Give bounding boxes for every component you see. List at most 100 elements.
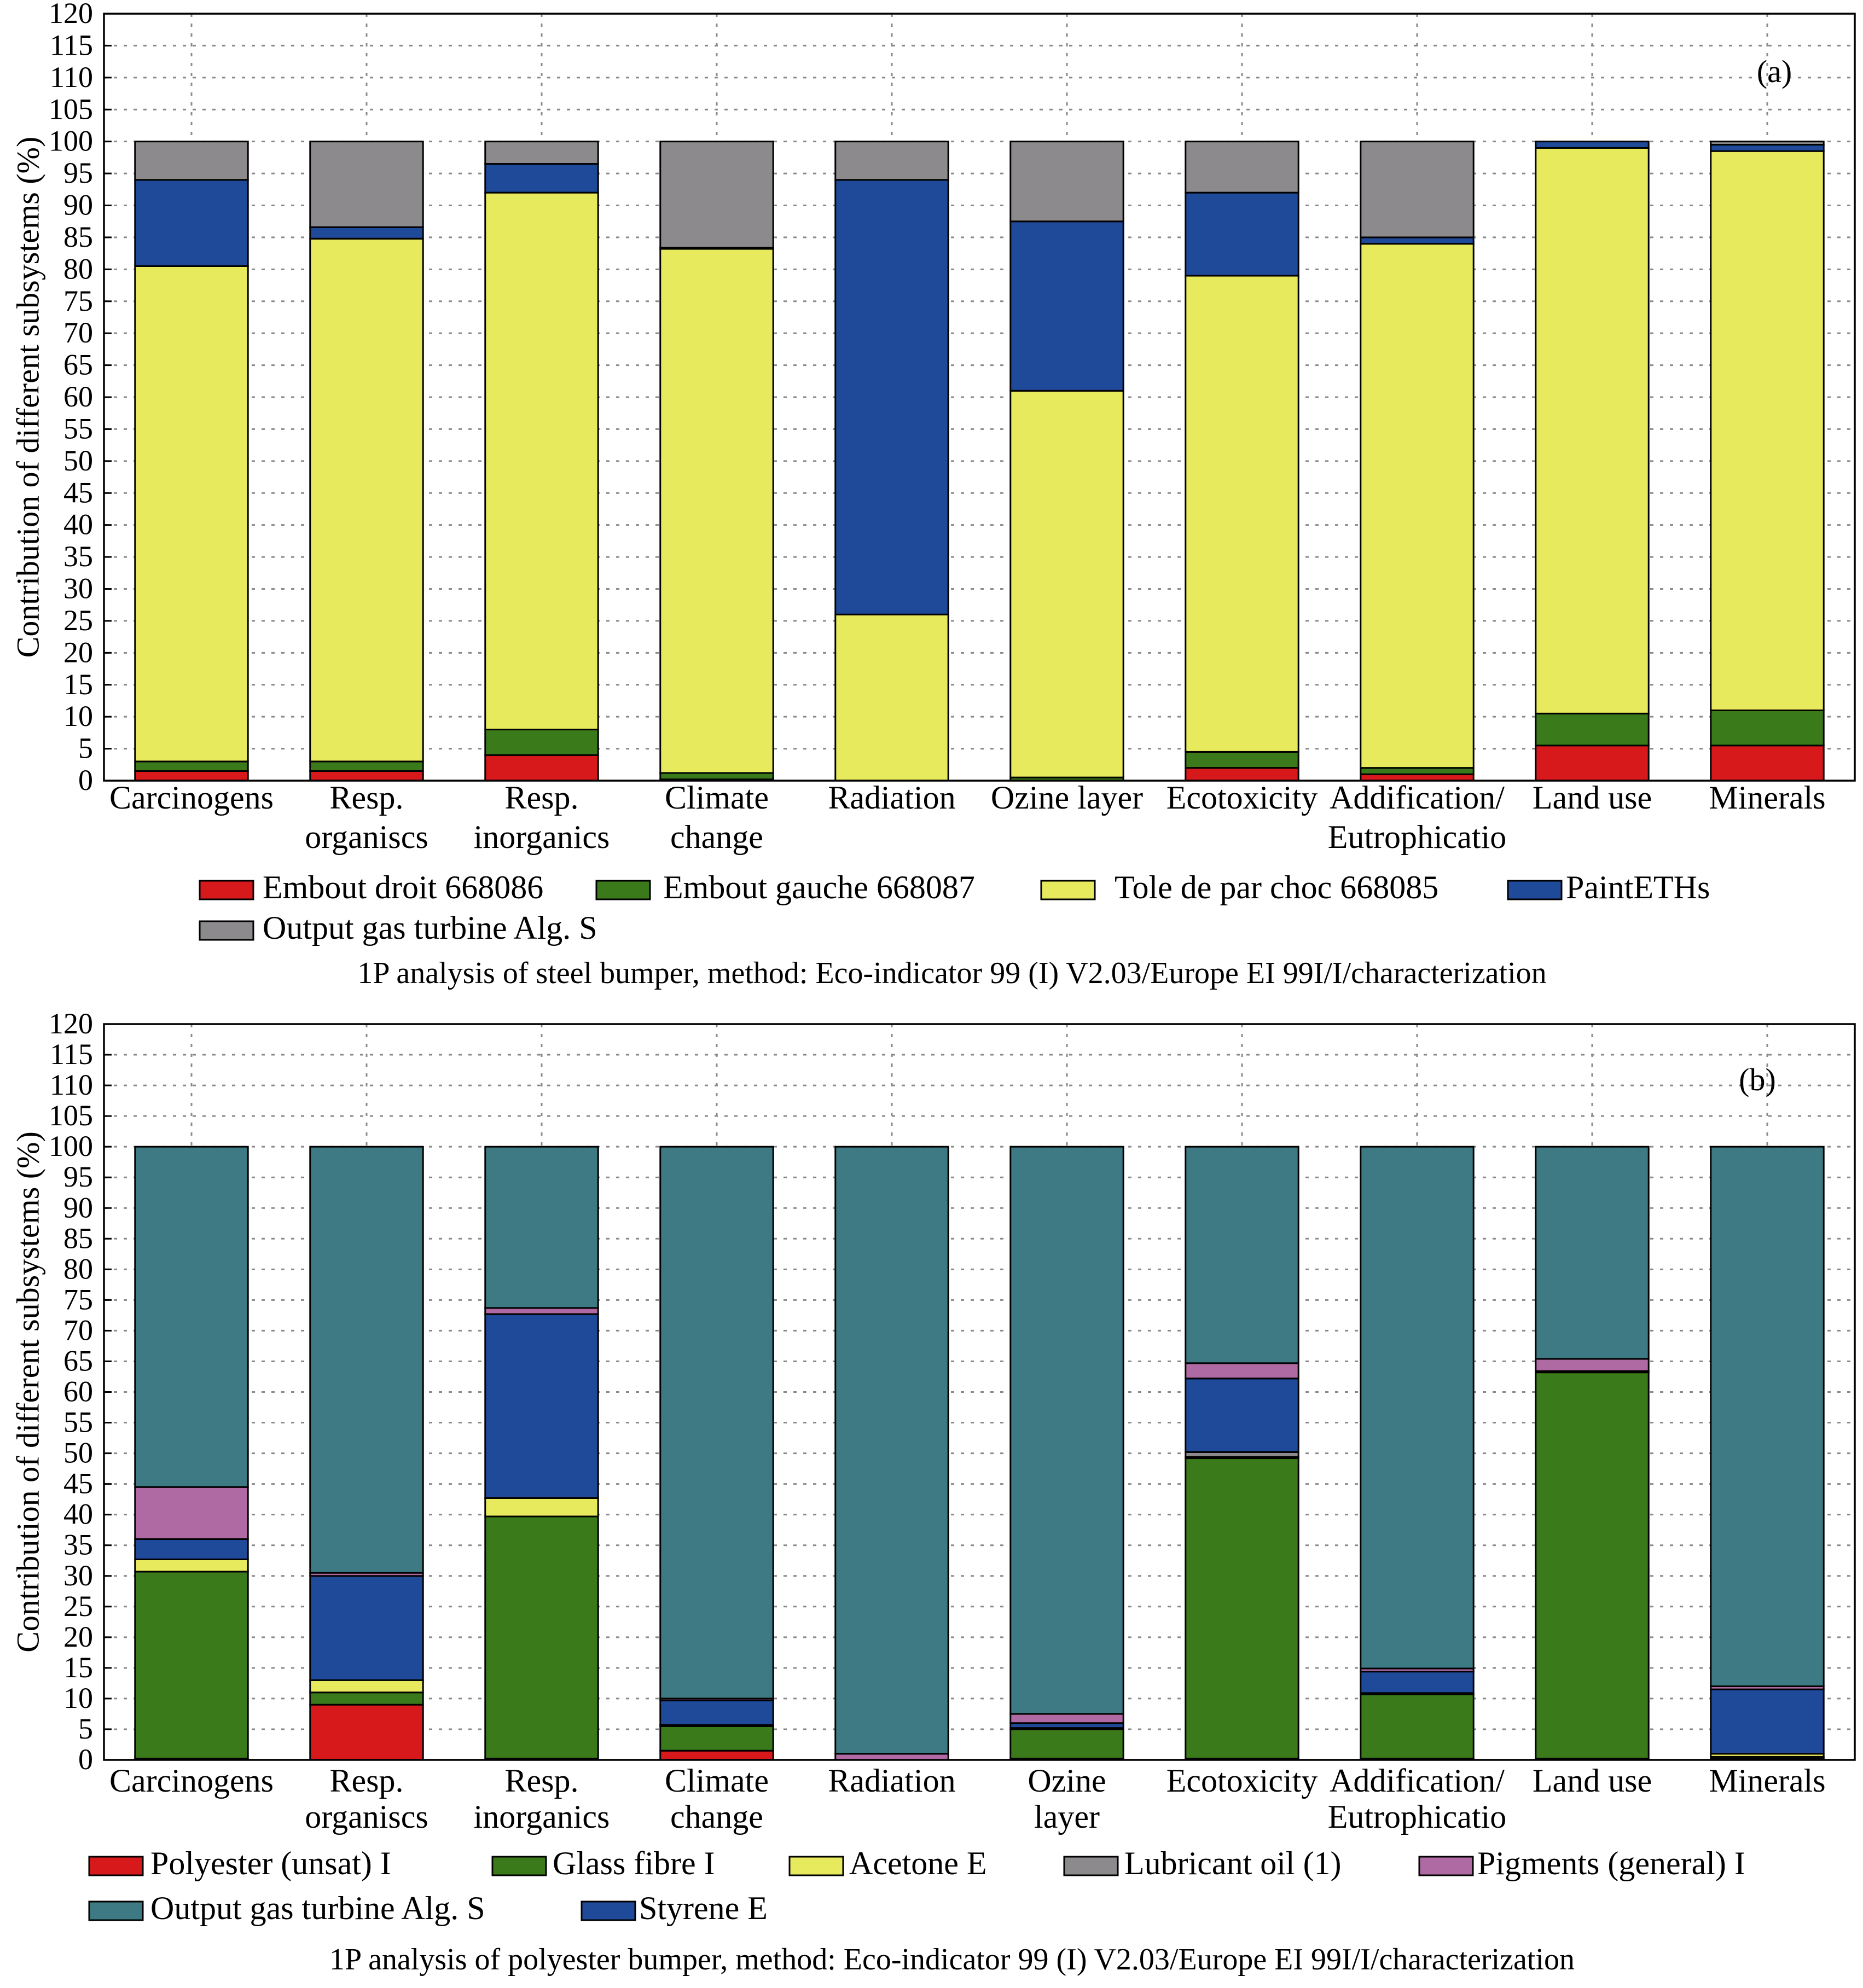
bar-stack [484, 1146, 599, 1761]
bar-segment [1710, 709, 1825, 747]
legend-label: Styrene E [639, 1890, 768, 1926]
bar-segment [1535, 712, 1650, 747]
bar-segment [484, 163, 599, 194]
bar-segment [834, 179, 949, 615]
x-tick-label: Minerals [1709, 780, 1825, 816]
y-tick-label: 50 [63, 444, 93, 477]
y-tick-label: 10 [63, 1682, 93, 1714]
bar-segment [1185, 275, 1299, 753]
x-axis: Carcinogens Resp. organiscs Resp. inorganics… [109, 1763, 1826, 1835]
bar-segment [1185, 1377, 1299, 1453]
bar-segment [659, 772, 774, 781]
bar-segment [1710, 1146, 1825, 1688]
bar-segment [484, 1497, 599, 1518]
bar-segment [309, 1691, 424, 1706]
bar-segment [1009, 1713, 1124, 1724]
bar-segment [134, 265, 249, 763]
bar-stack [1360, 1146, 1475, 1761]
bar-segment [1009, 1728, 1124, 1760]
chart-panel-b: 0510152025303540455055606570758085909510… [10, 1007, 1856, 1977]
legend-item: PaintETHs [1507, 869, 1710, 905]
bar-segment [1710, 150, 1825, 711]
y-tick-label: 60 [63, 380, 93, 413]
bar-segment [484, 1146, 599, 1309]
bar-segment [134, 1538, 249, 1560]
bar-segment [134, 1558, 249, 1573]
figure-caption: 1P analysis of polyester bumper, method:… [329, 1943, 1575, 1977]
legend-swatch [199, 880, 254, 900]
bar-segment [1535, 1358, 1650, 1372]
bar-segment [134, 1571, 249, 1760]
y-tick-label: 90 [63, 189, 93, 222]
y-axis-label: Contribution of different subsystems (%) [10, 137, 45, 658]
y-tick-label: 90 [63, 1191, 93, 1224]
y-tick-label: 50 [63, 1437, 93, 1469]
bar-stack [1009, 141, 1124, 782]
x-tick-label: Radiation [828, 780, 955, 816]
y-axis: 0510152025303540455055606570758085909510… [49, 1007, 112, 1776]
bar-segment [1009, 390, 1124, 778]
legend-swatch [1063, 1856, 1119, 1876]
x-tick-label: Addification/Eutrophicatio [1328, 1763, 1507, 1835]
y-tick-label: 55 [63, 412, 93, 445]
y-tick-label: 35 [63, 1528, 93, 1561]
legend-swatch [581, 1900, 636, 1921]
bar-stack [134, 141, 249, 782]
legend-swatch [595, 880, 651, 900]
y-tick-label: 100 [49, 125, 93, 158]
bar-segment [659, 1749, 774, 1761]
bar-segment [309, 1704, 424, 1761]
legend: Embout droit 668086 Embout gauche 668087 T… [199, 869, 1710, 946]
bar-segment [1009, 141, 1124, 223]
y-tick-label: 105 [49, 92, 93, 125]
bar-segment [1360, 1146, 1475, 1670]
bar-segment [1360, 1671, 1475, 1694]
x-tick-label: Ecotoxicity [1166, 780, 1318, 816]
legend-item: Polyester (unsat) I [88, 1845, 391, 1881]
bar-segment [1009, 220, 1124, 392]
bar-segment [659, 248, 774, 774]
legend-swatch [88, 1856, 144, 1876]
x-tick-label: Carcinogens [109, 780, 274, 816]
bar-segment [484, 1307, 599, 1315]
legend-item: Output gas turbine Alg. S [199, 910, 597, 946]
legend-label: Output gas turbine Alg. S [150, 1890, 485, 1926]
y-tick-label: 75 [63, 1283, 93, 1316]
y-axis: 0510152025303540455055606570758085909510… [49, 0, 112, 797]
bar-segment [1710, 745, 1825, 782]
y-tick-label: 65 [63, 348, 93, 381]
y-tick-label: 45 [63, 1467, 93, 1500]
legend-label: Pigments (general) I [1477, 1845, 1745, 1881]
legend-label: Output gas turbine Alg. S [263, 910, 597, 946]
bar-segment [1185, 1146, 1299, 1364]
y-tick-label: 75 [63, 284, 93, 317]
bar-stack [1360, 141, 1475, 782]
legend-swatch [491, 1856, 547, 1876]
y-tick-label: 105 [49, 1099, 93, 1132]
bar-segment [834, 141, 949, 181]
y-tick-label: 95 [63, 156, 93, 189]
legend-swatch [1418, 1856, 1474, 1876]
panel-label: (a) [1757, 54, 1792, 89]
legend-label: Embout gauche 668087 [663, 869, 975, 905]
bar-stack [1185, 1146, 1299, 1761]
y-tick-label: 110 [50, 61, 93, 94]
bar-stack [1710, 1146, 1825, 1761]
y-tick-label: 115 [50, 28, 93, 61]
x-tick-label: Resp. organiscs [305, 1763, 428, 1835]
legend-swatch [788, 1856, 844, 1876]
y-tick-label: 70 [63, 316, 93, 349]
bar-stack [309, 1146, 424, 1761]
bar-segment [484, 729, 599, 756]
y-tick-label: 10 [63, 700, 93, 733]
y-tick-label: 85 [63, 220, 93, 253]
bar-segment [1710, 141, 1825, 146]
bar-segment [309, 226, 424, 240]
y-tick-label: 85 [63, 1222, 93, 1254]
bar-segment [1535, 1371, 1650, 1760]
bar-stack [834, 141, 949, 782]
bar-segment [134, 760, 249, 772]
legend-label: PaintETHs [1566, 869, 1710, 905]
y-tick-label: 80 [63, 1252, 93, 1285]
bar-segment [659, 1146, 774, 1700]
